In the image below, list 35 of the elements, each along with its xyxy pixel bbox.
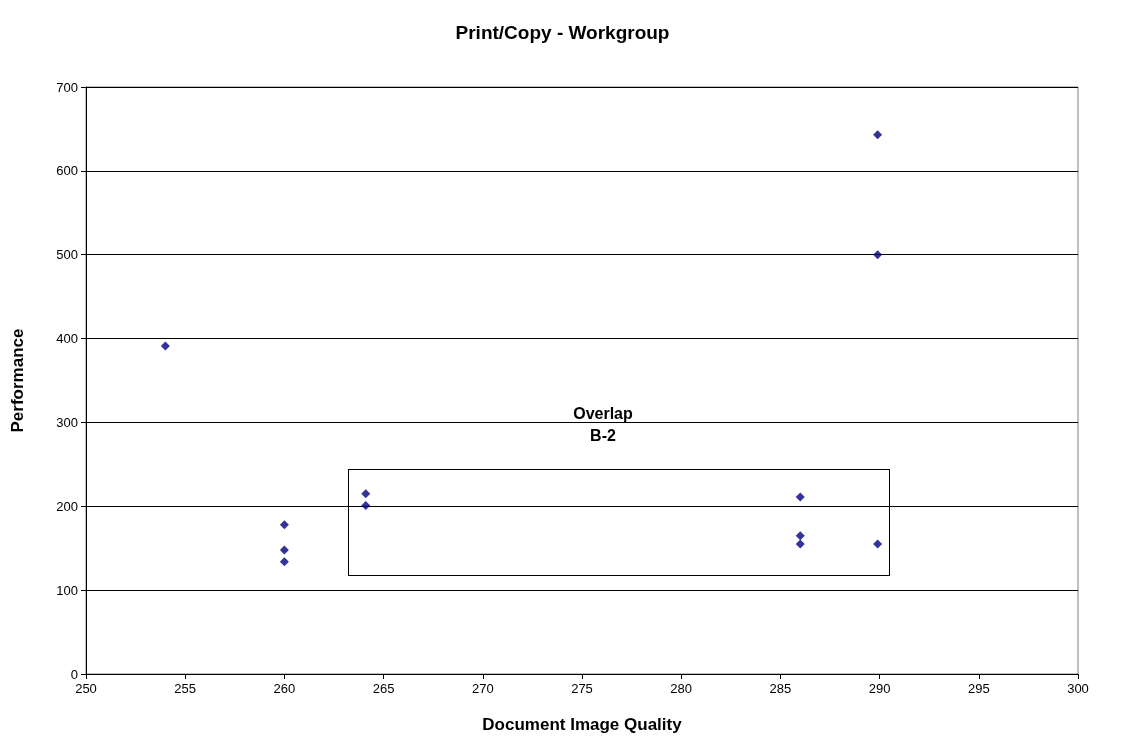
y-tick-label: 700 — [56, 79, 78, 95]
point — [361, 500, 371, 510]
point — [873, 539, 883, 549]
point — [795, 539, 805, 549]
x-tick-label: 295 — [967, 681, 990, 696]
x-tick-label: 255 — [174, 681, 197, 696]
x-tick-label: 290 — [868, 681, 891, 696]
chart-title: Print/Copy - Workgroup — [455, 22, 670, 43]
x-tick-label: 270 — [471, 681, 494, 696]
x-tick-label: 280 — [670, 681, 693, 696]
annotation: Overlap B-2 — [573, 404, 634, 444]
point — [873, 130, 883, 140]
y-tick-label: 200 — [56, 498, 78, 514]
point — [361, 489, 371, 499]
y-tick-label: 600 — [56, 163, 78, 179]
y-tick-label: 300 — [56, 414, 78, 430]
point — [160, 341, 170, 351]
x-tick-label: 265 — [372, 681, 395, 696]
y-tick-label: 0 — [70, 666, 78, 682]
point — [795, 531, 805, 541]
y-tick-label: 500 — [56, 247, 78, 263]
x-tick-label: 300 — [1067, 681, 1089, 696]
point — [873, 250, 883, 260]
point — [279, 520, 289, 530]
y-tick-label: 100 — [56, 582, 78, 598]
x-tick-label: 275 — [571, 681, 593, 696]
point — [279, 557, 289, 567]
x-tick-label: 260 — [273, 681, 296, 696]
point — [795, 492, 805, 502]
x-tick-label: 250 — [75, 681, 97, 696]
x-axis-title: Document Image Quality — [482, 715, 683, 734]
y-axis-title: Performance — [8, 328, 27, 433]
point — [279, 545, 289, 555]
x-tick-label: 285 — [769, 681, 792, 696]
y-tick-label: 400 — [56, 331, 78, 347]
